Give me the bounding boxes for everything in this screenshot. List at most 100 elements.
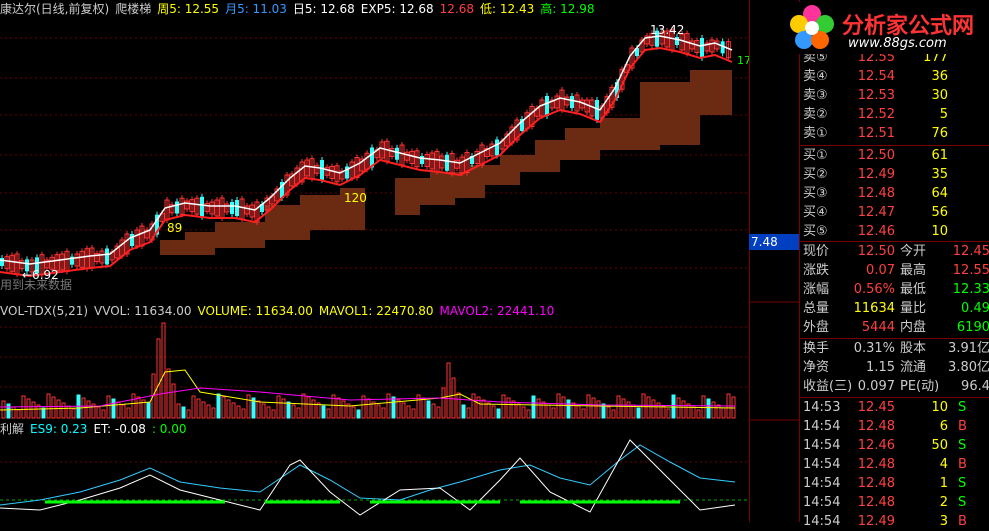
logo-title: 分析家公式网 — [842, 14, 975, 39]
volume-bar — [106, 395, 111, 419]
ask-volume: 36 — [931, 69, 948, 84]
volume-bar — [206, 404, 211, 419]
price-axis — [749, 0, 800, 522]
volume-bar — [491, 405, 496, 419]
quote-panel: 卖⑤ 12.55 177 卖④ 12.54 36 卖③ 12.53 30 卖② 12.52 5 卖① 12… — [799, 0, 989, 529]
stat-value: 5444 — [861, 320, 895, 335]
volume-bar — [426, 400, 431, 419]
bid-volume: 35 — [931, 167, 948, 182]
bid-label: 买① — [803, 148, 828, 163]
stat-value: 0.56% — [853, 282, 895, 297]
volume-bar — [416, 394, 421, 419]
volume-bar — [546, 404, 551, 419]
volume-bar — [96, 406, 101, 419]
trade-row: 14:54 12.48 2 S — [800, 493, 989, 512]
volume-bar — [346, 403, 351, 419]
ask-price: 12.54 — [857, 69, 895, 84]
volume-bar — [306, 396, 311, 419]
volume-bar — [371, 401, 376, 419]
stat-value: 0.31% — [853, 341, 895, 356]
volume-bar — [596, 400, 601, 419]
volume-bar — [616, 395, 621, 419]
ask-volume: 76 — [931, 126, 948, 141]
trade-time: 14:54 — [803, 438, 841, 453]
stat-label: 涨幅 — [803, 282, 830, 297]
indicator-legend-item: ES9: 0.23 — [30, 422, 88, 436]
stat-row: 换手 0.31% 股本 3.91亿 — [800, 339, 989, 358]
volume-bar — [256, 400, 261, 419]
trade-volume: 6 — [939, 419, 948, 434]
volume-bar — [211, 407, 216, 419]
volume-bar — [31, 401, 36, 419]
ladder-label: 120 — [344, 191, 367, 205]
volume-bar — [71, 408, 76, 419]
volume-bar — [186, 409, 191, 419]
volume-bar — [431, 403, 436, 419]
indicator-chart-panel[interactable]: 利解 ES9: 0.23 ET: -0.08: 0.00 — [0, 420, 749, 522]
volume-bar — [531, 395, 536, 419]
indicator-legend-item: : 0.00 — [151, 422, 187, 436]
volume-bar — [261, 403, 266, 419]
ma-line-white — [0, 35, 733, 265]
volume-chart[interactable] — [0, 302, 749, 420]
volume-bar — [6, 403, 11, 419]
price-chart-panel[interactable]: 13.42 ←6.92 89 120 17 康达尔(日线,前复权) 爬楼梯 周5: 12.5… — [0, 0, 749, 302]
volume-bar — [496, 408, 501, 419]
divider — [800, 397, 989, 398]
volume-bar — [436, 406, 441, 419]
volume-bar — [521, 406, 526, 419]
volume-bar — [141, 399, 146, 419]
stat-value: 3.80亿 — [948, 360, 989, 375]
volume-bar — [176, 403, 181, 419]
volume-bar — [536, 398, 541, 419]
stat-row: 外盘 5444 内盘 6190 — [800, 318, 989, 337]
volume-legend-item: VVOL: 11634.00 — [94, 304, 192, 318]
volume-bar — [621, 398, 626, 419]
volume-bar — [161, 322, 166, 419]
bid-price: 12.46 — [857, 224, 895, 239]
trade-price: 12.48 — [857, 495, 895, 510]
candlestick-chart[interactable]: 13.42 ←6.92 89 120 17 — [0, 0, 749, 302]
volume-bar — [321, 405, 326, 419]
ask-row: 卖③ 12.53 30 — [800, 86, 989, 105]
stat-value: 12.50 — [857, 244, 895, 259]
volume-bar — [541, 401, 546, 419]
volume-bar — [566, 399, 571, 419]
volume-bar — [481, 399, 486, 419]
candles — [0, 27, 731, 278]
volume-bar — [11, 406, 16, 419]
volume-bar — [16, 409, 21, 419]
stat-label: 股本 — [900, 341, 927, 356]
volume-bar — [291, 404, 296, 419]
gridlines — [0, 326, 749, 388]
logo-url: www.88gs.com — [848, 36, 947, 51]
volume-bar — [636, 407, 641, 419]
volume-bar — [281, 398, 286, 419]
bid-volume: 10 — [931, 224, 948, 239]
volume-chart-panel[interactable]: VOL-TDX(5,21) VVOL: 11634.00 VOLUME: 11634… — [0, 302, 749, 420]
volume-bar — [591, 397, 596, 419]
stat-value: 96.4 — [961, 379, 989, 394]
volume-bar — [681, 400, 686, 419]
trade-price: 12.48 — [857, 419, 895, 434]
bid-label: 买② — [803, 167, 828, 182]
volume-bar — [336, 397, 341, 419]
volume-bar — [556, 393, 561, 419]
volume-bar — [501, 394, 506, 419]
volume-bar — [231, 402, 236, 419]
trade-side: B — [958, 457, 967, 472]
trade-price: 12.45 — [857, 400, 895, 415]
stat-label: 净资 — [803, 360, 830, 375]
volume-bar — [166, 368, 171, 419]
volume-bar — [701, 395, 706, 419]
bid-volume: 64 — [931, 186, 948, 201]
stock-title: 康达尔(日线,前复权) — [0, 2, 110, 16]
indicator-chart[interactable] — [0, 420, 749, 522]
stat-value: 12.33 — [952, 282, 989, 297]
volume-bar — [251, 397, 256, 419]
volume-bar — [561, 396, 566, 419]
axis-ticks — [750, 301, 800, 421]
stat-label: 总量 — [803, 301, 830, 316]
volume-bar — [586, 394, 591, 419]
volume-bar — [711, 401, 716, 419]
